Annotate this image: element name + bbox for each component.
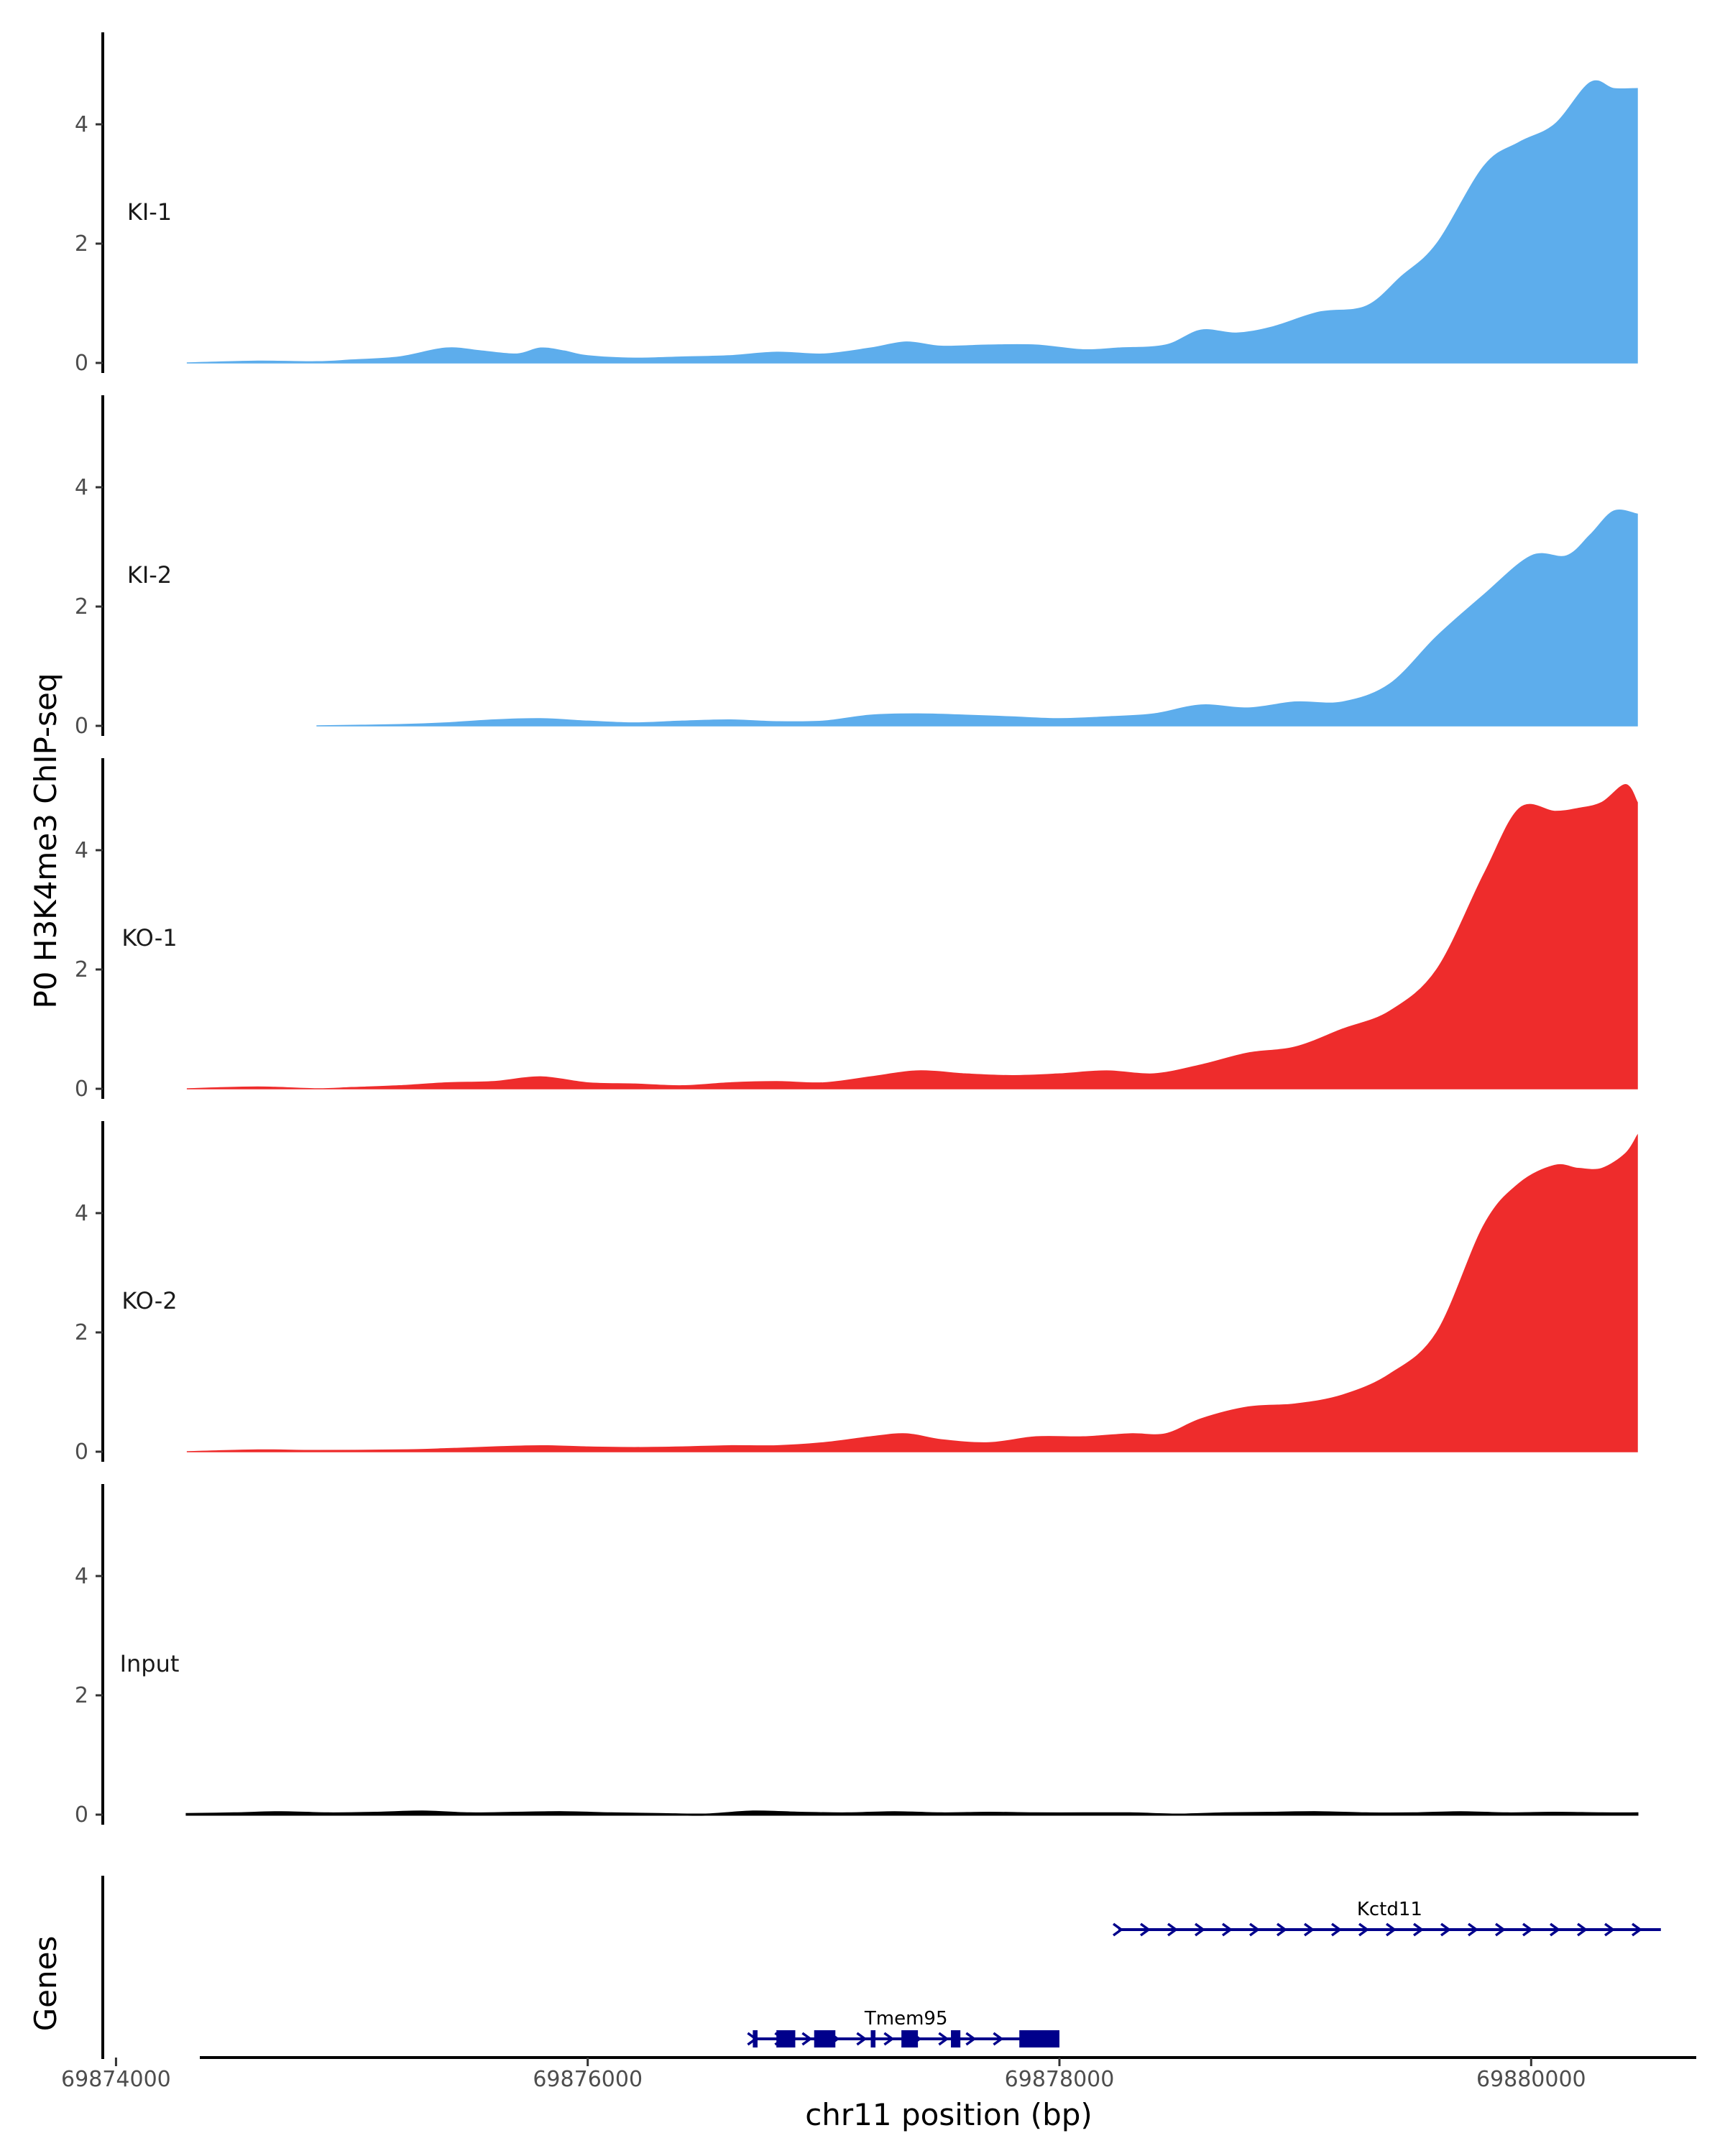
gene-tmem95: Tmem95 (747, 2008, 1059, 2047)
strand-arrow (1522, 1922, 1534, 1937)
strand-arrow (1604, 1922, 1616, 1937)
y-tick-label: 4 (75, 1564, 88, 1589)
track-ko-2: 0 2 4 KO-2 (75, 1121, 1638, 1465)
strand-arrow (1249, 1922, 1261, 1937)
x-axis: 69874000 69876000 69878000 69880000 (61, 2056, 1696, 2092)
track-label: KI-1 (127, 198, 172, 226)
y-tick-label: 4 (75, 475, 88, 500)
strand-arrow (1413, 1922, 1425, 1937)
gene-kctd11: Kctd11 (1113, 1899, 1661, 1937)
signal-area-ki-1 (186, 80, 1638, 364)
track-ko-1: 0 2 4 KO-1 (75, 758, 1638, 1102)
exon-block (901, 2030, 919, 2047)
strand-arrow (965, 2032, 977, 2046)
strand-arrow (856, 2032, 868, 2046)
y-tick-label: 4 (75, 838, 88, 863)
strand-arrow (1550, 1922, 1561, 1937)
signal-area-input (185, 1810, 1639, 1816)
exon-block (951, 2030, 961, 2047)
track-input: 0 2 4 Input (75, 1484, 1639, 1828)
y-tick-label: 0 (75, 351, 88, 376)
exon-block (776, 2030, 796, 2047)
y-tick-label: 2 (75, 1320, 88, 1345)
strand-arrow (1113, 1922, 1124, 1937)
strand-arrow (1440, 1922, 1452, 1937)
gene-label: Kctd11 (1357, 1899, 1422, 1920)
strand-arrow (1358, 1922, 1370, 1937)
y-tick-label: 4 (75, 112, 88, 137)
strand-arrow (1632, 1922, 1643, 1937)
track-ki-1: 0 2 4 KI-1 (75, 32, 1638, 376)
tracks-group: 0 2 4 KI-1 0 2 4 KI-2 0 2 4 KO-1 0 2 4 KO-2 0 2 4 Input (75, 32, 1639, 1828)
x-axis-title: chr11 position (bp) (805, 2097, 1092, 2132)
y-tick-label: 2 (75, 1683, 88, 1708)
track-ki-2: 0 2 4 KI-2 (75, 395, 1638, 739)
track-label: Input (120, 1650, 180, 1677)
strand-arrow (1304, 1922, 1315, 1937)
y-tick-label: 0 (75, 1802, 88, 1828)
track-label: KO-1 (121, 924, 177, 952)
genes-axis-title: Genes (28, 1936, 63, 2032)
gene-label: Tmem95 (864, 2008, 948, 2030)
strand-arrow (1468, 1922, 1479, 1937)
strand-arrow (883, 2032, 895, 2046)
track-label: KI-2 (127, 561, 172, 589)
y-tick-label: 0 (75, 714, 88, 739)
exon-block (1019, 2030, 1059, 2047)
strand-arrow (1222, 1922, 1233, 1937)
genes-panel: Kctd11 Tmem95 (101, 1876, 1661, 2059)
x-tick-label: 69878000 (1005, 2067, 1115, 2092)
strand-arrow (1140, 1922, 1151, 1937)
y-tick-label: 0 (75, 1077, 88, 1102)
x-tick-label: 69880000 (1476, 2067, 1586, 2092)
signal-area-ko-1 (186, 783, 1638, 1089)
strand-arrow (993, 2032, 1004, 2046)
strand-arrow (801, 2032, 813, 2046)
y-axis-title: P0 H3K4me3 ChIP-seq (28, 673, 63, 1008)
strand-arrow (1386, 1922, 1397, 1937)
x-tick-label: 69874000 (61, 2067, 171, 2092)
y-tick-label: 2 (75, 957, 88, 982)
y-tick-label: 0 (75, 1439, 88, 1465)
exon-block (814, 2030, 836, 2047)
y-tick-label: 2 (75, 594, 88, 619)
track-label: KO-2 (121, 1287, 177, 1314)
exon-block (870, 2030, 876, 2047)
signal-area-ki-2 (316, 509, 1638, 727)
strand-arrow (1195, 1922, 1206, 1937)
y-tick-label: 2 (75, 231, 88, 257)
strand-arrow (1495, 1922, 1506, 1937)
x-tick-label: 69876000 (533, 2067, 643, 2092)
signal-area-ko-2 (186, 1133, 1638, 1452)
y-tick-label: 4 (75, 1201, 88, 1226)
exon-block (753, 2030, 758, 2047)
strand-arrow (1276, 1922, 1288, 1937)
strand-arrow (938, 2032, 949, 2046)
strand-arrow (1331, 1922, 1343, 1937)
strand-arrow (1167, 1922, 1179, 1937)
strand-arrow (1577, 1922, 1588, 1937)
